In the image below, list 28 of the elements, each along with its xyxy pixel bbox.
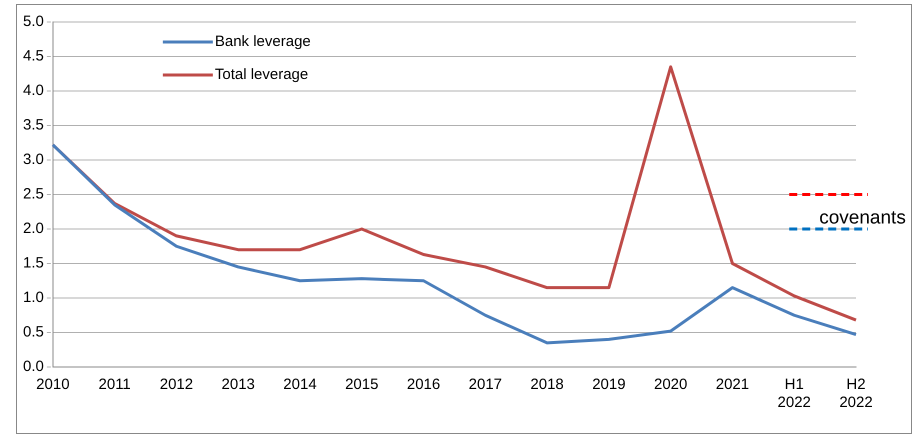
y-tick-label: 0.0 [22, 358, 44, 376]
x-tick-label: 2018 [530, 376, 564, 394]
x-tick-label: 2012 [160, 376, 194, 394]
y-tick-label: 0.5 [22, 324, 44, 341]
y-tick-label: 3.0 [22, 151, 44, 168]
x-tick-label: 2021 [716, 376, 750, 394]
y-tick-label: 1.5 [22, 254, 44, 272]
x-tick-label: H1 2022 [778, 376, 811, 412]
y-tick-label: 5.0 [22, 13, 44, 30]
y-tick-label: 2.0 [22, 220, 44, 238]
y-tick-label: 4.0 [22, 82, 44, 100]
x-tick-label: 2015 [345, 376, 378, 394]
y-tick-label: 2.5 [22, 186, 44, 203]
y-tick-label: 1.0 [22, 289, 44, 306]
x-tick-label: 2014 [283, 376, 317, 394]
x-tick-label: H2 2022 [839, 376, 873, 412]
y-tick-label: 4.5 [22, 48, 44, 65]
x-tick-label: 2013 [222, 376, 255, 394]
x-tick-label: 2019 [592, 376, 626, 394]
legend-label: Bank leverage [214, 33, 311, 50]
legend-label: Total leverage [214, 66, 308, 84]
ref-line-label: covenants [819, 208, 906, 229]
x-tick-label: 2017 [468, 376, 502, 394]
x-tick-label: 2010 [36, 376, 70, 394]
x-tick-label: 2020 [654, 376, 688, 394]
x-tick-label: 2016 [406, 376, 440, 394]
x-tick-label: 2011 [98, 376, 131, 394]
y-tick-label: 3.5 [22, 116, 44, 134]
